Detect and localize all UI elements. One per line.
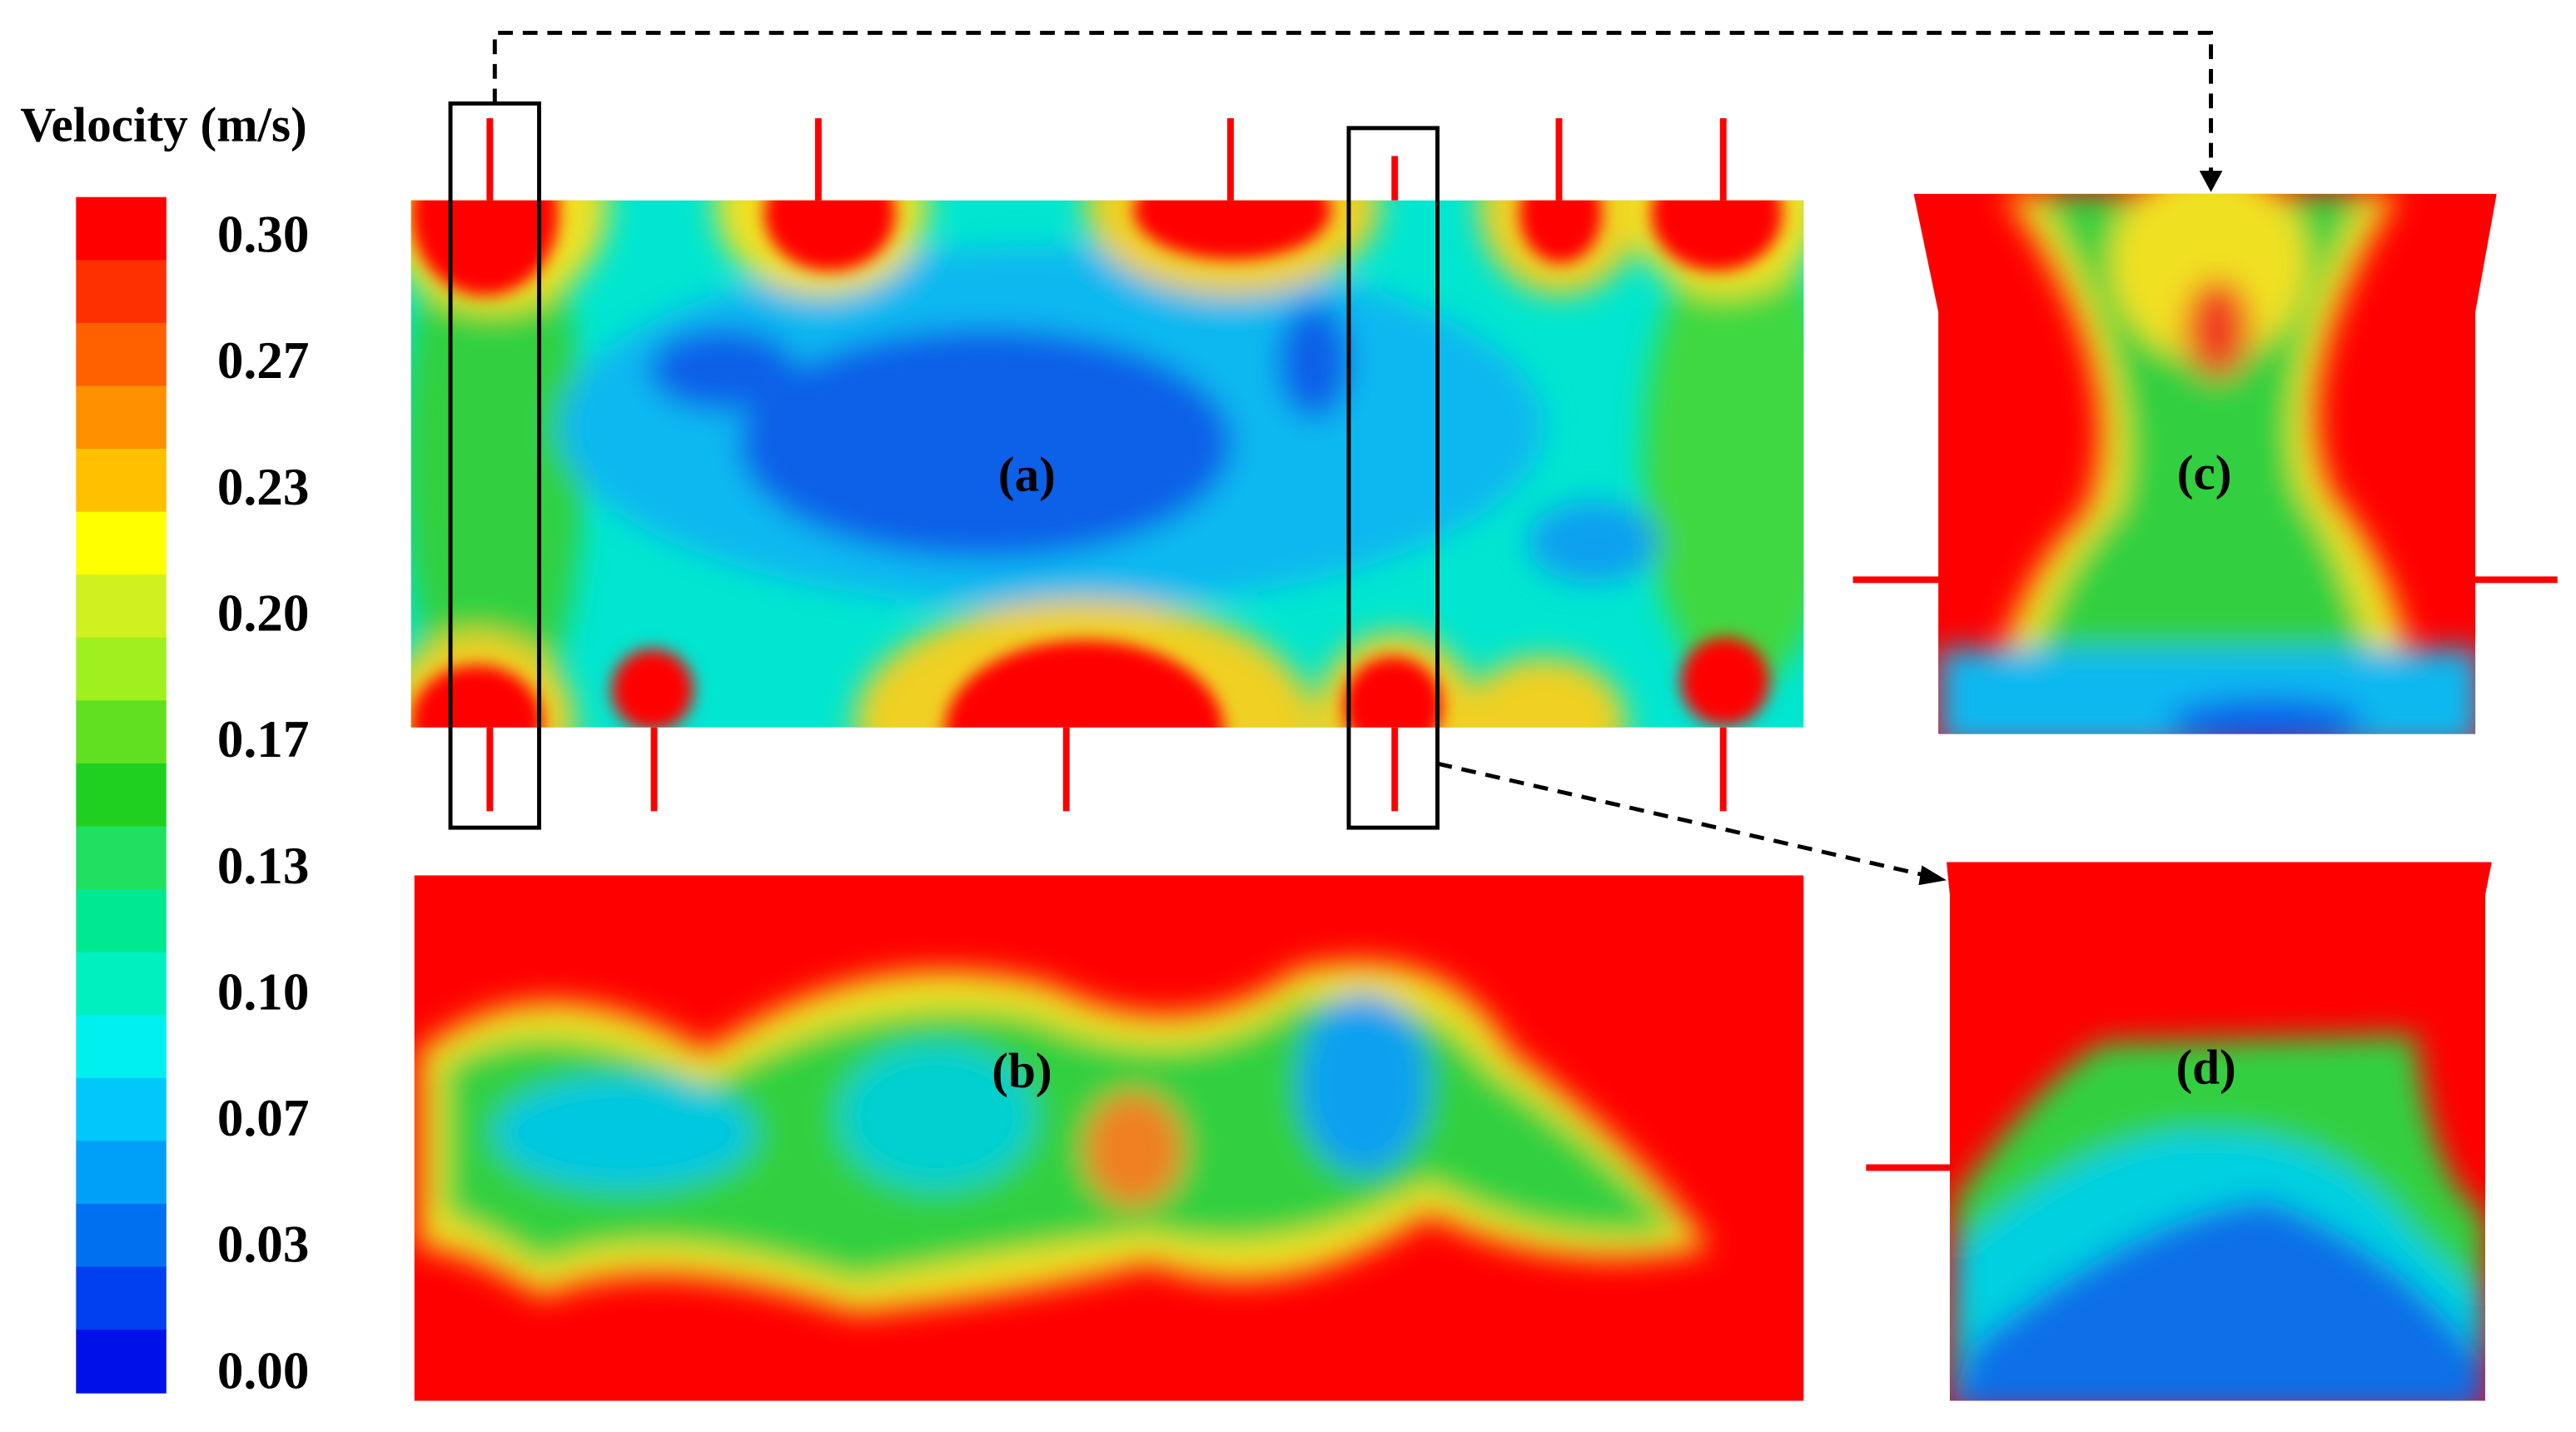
- colorbar-tick-label: 0.23: [217, 458, 309, 516]
- colorbar-band: [76, 385, 167, 450]
- colorbar-tick-label: 0.07: [217, 1089, 309, 1147]
- contour-b: [414, 875, 1804, 1401]
- colorbar-band: [76, 1266, 167, 1331]
- colorbar-band: [76, 1203, 167, 1268]
- contour-a: [410, 200, 1804, 728]
- colorbar-band: [76, 952, 167, 1017]
- colorbar-band: [76, 574, 167, 639]
- colorbar-tick-label: 0.17: [217, 710, 309, 768]
- colorbar-band: [76, 449, 167, 513]
- panel-label: (a): [998, 447, 1056, 502]
- contour-c: [1913, 193, 2497, 734]
- colorbar-band: [76, 826, 167, 891]
- colorbar-band: [76, 260, 167, 324]
- colorbar-tick-label: 0.13: [217, 837, 309, 895]
- colorbar-band: [76, 889, 167, 953]
- colorbar-tick-label: 0.03: [217, 1216, 309, 1274]
- colorbar-tick-label: 0.00: [217, 1341, 309, 1400]
- colorbar-band: [76, 1015, 167, 1079]
- colorbar-band: [76, 637, 167, 702]
- colorbar-title: Velocity (m/s): [20, 97, 306, 152]
- panel-label: (d): [2176, 1040, 2235, 1095]
- panel-label: (b): [992, 1043, 1052, 1098]
- colorbar-tick-label: 0.27: [217, 331, 309, 390]
- panel-label: (c): [2177, 445, 2232, 500]
- injectors: [486, 118, 2558, 1171]
- colorbar-band: [76, 1330, 167, 1394]
- colorbar-band: [76, 763, 167, 828]
- callouts: [448, 30, 2223, 886]
- colorbar-band: [76, 700, 167, 764]
- colorbar-band: [76, 196, 167, 261]
- colorbar-band: [76, 322, 167, 387]
- contour-d: [1946, 862, 2492, 1401]
- colorbar-band: [76, 1077, 167, 1142]
- colorbar-band: [76, 1141, 167, 1205]
- colorbar-tick-label: 0.10: [217, 962, 309, 1021]
- colorbar-tick-label: 0.20: [217, 584, 309, 642]
- colorbar-band: [76, 511, 167, 576]
- colorbar-tick-label: 0.30: [217, 205, 309, 263]
- colorbar: 0.30 0.27 0.23 0.20 0.17 0.13 0.10 0.07 0.03 0.00: [76, 196, 309, 1400]
